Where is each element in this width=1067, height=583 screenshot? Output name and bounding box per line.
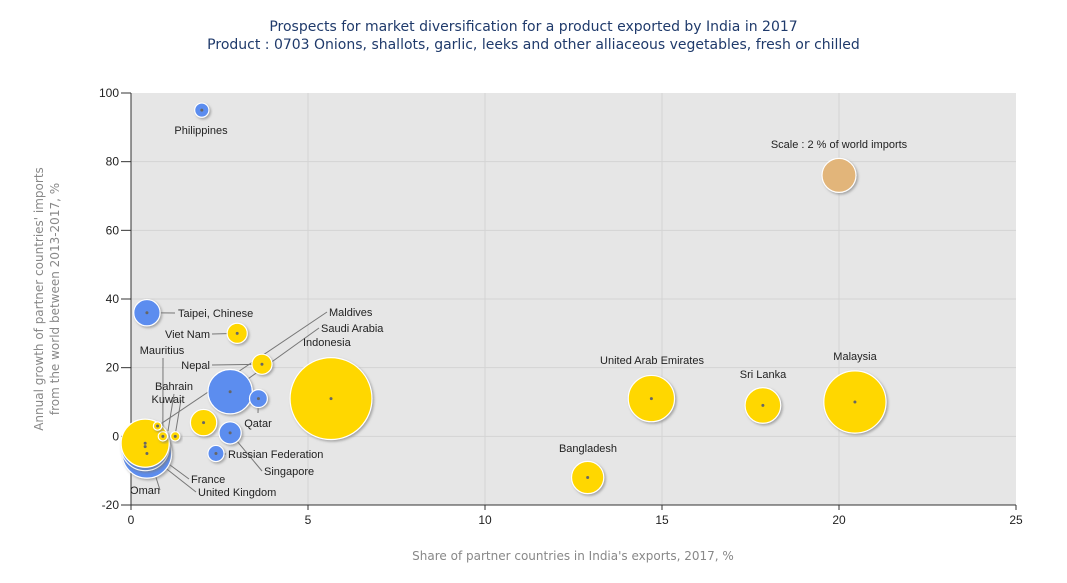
bubble-label: Singapore (264, 466, 314, 478)
bubble-label: Malaysia (833, 351, 877, 363)
leader-line (157, 311, 328, 427)
y-tick-label: 100 (99, 86, 119, 100)
x-tick-label: 5 (305, 513, 312, 527)
bubble-center-dot (143, 445, 147, 449)
bubble-center-dot (586, 476, 590, 480)
bubble-label: Maldives (329, 307, 373, 319)
bubble-label: United Kingdom (198, 487, 276, 499)
bubble-center-dot (228, 431, 232, 435)
gridlines (131, 93, 1016, 505)
bubble-center-dot (145, 452, 149, 455)
y-tick-label: 80 (106, 155, 120, 169)
bubble-center-dot (202, 421, 206, 425)
y-tick-label: 40 (106, 292, 120, 306)
bubble-label: Indonesia (303, 337, 352, 349)
bubble-center-dot (260, 362, 264, 366)
leader-line (174, 399, 182, 437)
y-axis-label-line1: Annual growth of partner countries' impo… (32, 167, 46, 431)
bubble-center-dot (214, 452, 218, 455)
bubble-center-dot (161, 434, 165, 438)
bubble-label: Philippines (174, 125, 228, 137)
bubble-center-dot (200, 108, 204, 112)
bubble-label: Mauritius (140, 345, 185, 357)
x-tick-label: 10 (478, 513, 492, 527)
x-tick-label: 25 (1009, 513, 1023, 527)
bubble-label: Oman (130, 485, 160, 497)
x-axis-label: Share of partner countries in India's ex… (412, 549, 734, 563)
bubble-labels: Philippines Taipei, Chinese Viet Nam Nepal S… (130, 108, 908, 499)
bubble-label: Sri Lanka (740, 369, 787, 381)
bubble-label: Qatar (244, 418, 272, 430)
bubble-label: Kuwait (151, 394, 184, 406)
bubble-label: France (191, 474, 225, 486)
bubble-center-dot (235, 331, 239, 335)
bubble-label: Taipei, Chinese (178, 308, 253, 320)
bubble-center-dot (761, 403, 765, 407)
chart-title: Prospects for market diversification for… (269, 19, 798, 35)
bubble-label: Viet Nam (165, 329, 210, 341)
bubble-center-dot (228, 390, 232, 394)
bubble-label: Saudi Arabia (321, 323, 384, 335)
x-tick-label: 15 (655, 513, 669, 527)
bubble-label: United Arab Emirates (600, 355, 704, 367)
bubble-center-dot (256, 397, 260, 401)
bubble-label: Russian Federation (228, 449, 323, 461)
scale-bubble (821, 157, 857, 193)
bubble-center-dot (156, 424, 160, 428)
bubble-center-dot (143, 441, 147, 445)
x-tick-label: 0 (128, 513, 135, 527)
y-axis-label-line2: from the world between 2013-2017, % (48, 183, 62, 415)
y-tick-label: -20 (102, 498, 120, 512)
bubble-center-dot (145, 311, 149, 315)
bubble-label: Nepal (181, 360, 210, 372)
bubble-center-dot (329, 397, 333, 401)
chart-subtitle: Product : 0703 Onions, shallots, garlic,… (207, 37, 860, 53)
y-tick-label: 60 (106, 223, 120, 237)
y-tick-label: 0 (112, 429, 119, 443)
bubble-center-dot (173, 434, 177, 438)
y-tick-label: 20 (106, 361, 120, 375)
bubble-label: Bahrain (155, 381, 193, 393)
x-tick-label: 20 (832, 513, 846, 527)
bubble-center-dot (853, 400, 857, 404)
scale-label: Scale : 2 % of world imports (771, 139, 908, 151)
bubble-center-dot (649, 397, 653, 401)
leader-line (167, 393, 175, 432)
bubble-label: Bangladesh (559, 443, 617, 455)
